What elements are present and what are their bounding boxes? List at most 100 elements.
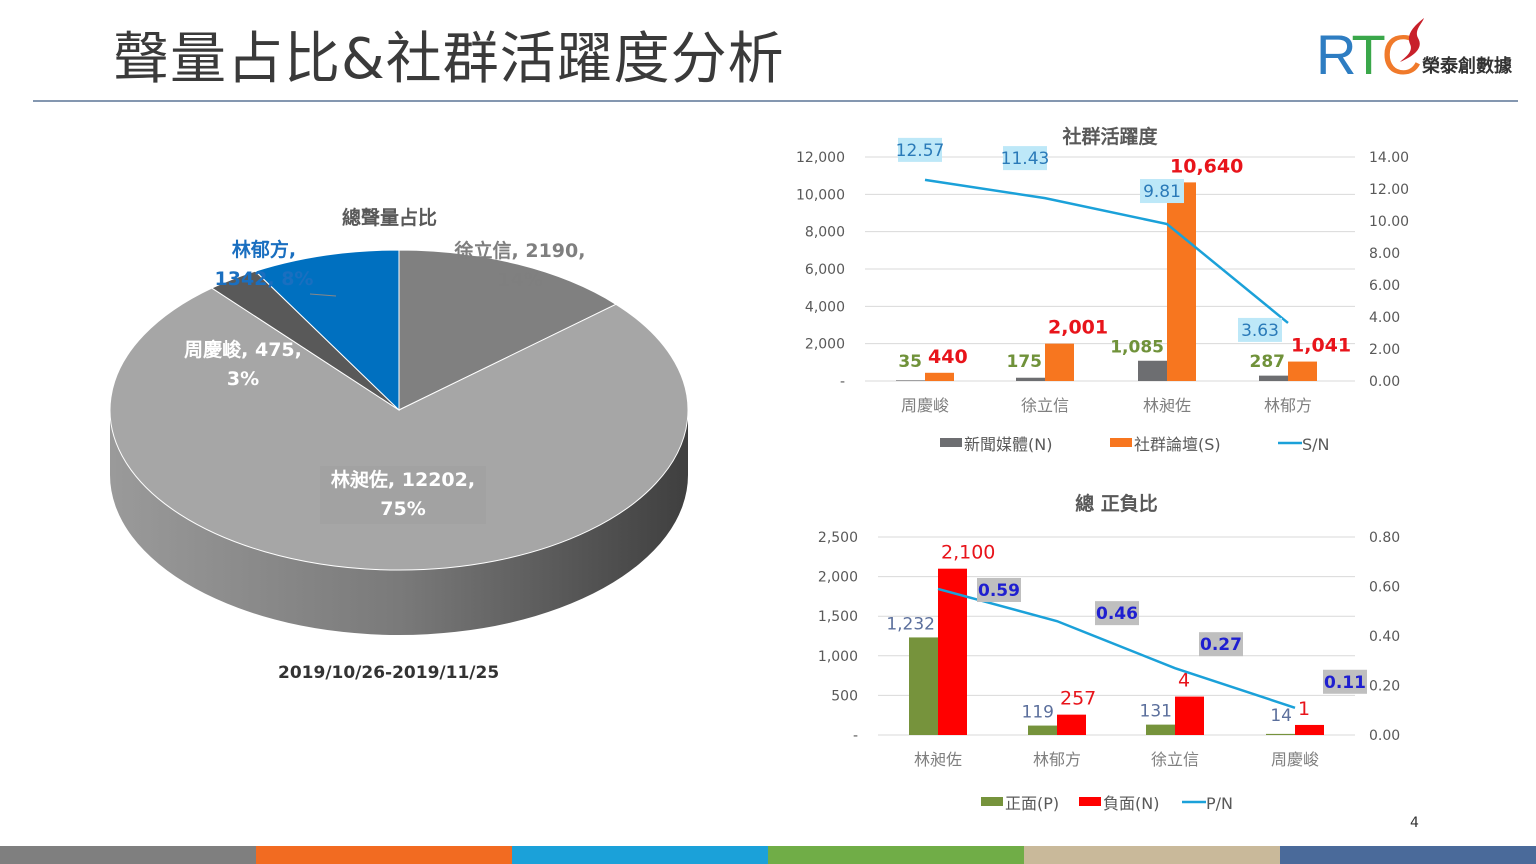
legend-label: 社群論壇(S) [1134, 435, 1221, 454]
legend-label: 新聞媒體(N) [964, 435, 1052, 454]
line-data-label: 0.27 [1200, 635, 1242, 655]
legend-swatch [1079, 797, 1101, 806]
bar-新聞媒體(N) [896, 380, 925, 381]
x-tick-label: 周慶峻 [901, 396, 949, 415]
x-tick-label: 徐立信 [1021, 396, 1069, 415]
line-label-box [1238, 317, 1282, 342]
x-tick-label: 林昶佐 [1143, 396, 1191, 415]
pie-label-line: 1342, 8% [214, 268, 314, 290]
bar-正面(P) [1146, 724, 1175, 735]
logo-flame-icon [1400, 18, 1424, 62]
data-label: 35 [898, 352, 922, 372]
pie-label-line: 3% [226, 368, 260, 390]
line-label-box [1323, 669, 1367, 694]
pie-label-line: 14% [497, 269, 543, 291]
bar-負面(N) [1175, 696, 1204, 735]
pie-label-line: 徐立信, 2190, [454, 240, 586, 262]
line-data-label: 0.59 [978, 581, 1020, 601]
data-label: 1,232 [886, 614, 935, 634]
bar-正面(P) [1266, 733, 1295, 735]
line-data-label: 3.63 [1241, 321, 1279, 341]
y-tick-label: 2,500 [818, 530, 858, 546]
y2-tick-label: 4.00 [1369, 310, 1400, 326]
x-tick-label: 徐立信 [1151, 750, 1199, 769]
y2-tick-label: 0.00 [1369, 728, 1400, 744]
bar-社群論壇(S) [1045, 343, 1074, 381]
data-label: 14 [1270, 706, 1292, 726]
footer-stripe [768, 846, 1024, 864]
y-tick-label: 2,000 [805, 337, 845, 353]
line-data-label: 0.46 [1096, 604, 1138, 624]
y-tick-label: 2,000 [818, 570, 858, 586]
pie-leader-line [309, 293, 337, 297]
data-label: 175 [1007, 352, 1043, 372]
y-tick-label: 10,000 [796, 187, 845, 203]
line-P/N [937, 587, 1296, 709]
data-label: 2,001 [1048, 317, 1108, 339]
line-data-label: 11.43 [1001, 149, 1050, 169]
y2-tick-label: 0.60 [1369, 580, 1400, 596]
x-tick-label: 周慶峻 [1271, 750, 1319, 769]
pie-slice-林昶佐 [109, 287, 689, 571]
legend-label: 負面(N) [1103, 794, 1159, 813]
legend-label: S/N [1302, 435, 1330, 454]
data-label: 257 [1060, 688, 1096, 710]
line-label-box [898, 137, 942, 162]
x-tick-label: 林郁方 [1033, 750, 1081, 769]
data-label: 119 [1022, 703, 1054, 723]
line-data-label: 12.57 [896, 141, 945, 161]
bar-新聞媒體(N) [1016, 377, 1045, 381]
line-label-box [1003, 146, 1047, 171]
data-label: 2,100 [941, 542, 995, 564]
bar-負面(N) [1295, 724, 1324, 735]
y-tick-label: - [853, 728, 858, 744]
line-label-box [1095, 601, 1139, 626]
slide-title: 聲量占比&社群活躍度分析 [113, 27, 785, 92]
line-label-box [1140, 179, 1184, 204]
footer-color-bar [0, 846, 1536, 864]
chart-title: 社群活躍度 [1061, 125, 1158, 148]
bar-新聞媒體(N) [1138, 360, 1167, 381]
pie-slice-徐立信 [398, 249, 617, 411]
data-label: 440 [928, 346, 968, 368]
pie-title: 總聲量占比 [342, 207, 438, 229]
y-tick-label: 8,000 [805, 225, 845, 241]
data-label: 10,640 [1170, 155, 1243, 177]
legend-label: P/N [1206, 794, 1233, 813]
bar-新聞媒體(N) [1259, 375, 1288, 381]
data-label: 287 [1250, 352, 1286, 372]
y2-tick-label: 0.80 [1369, 530, 1400, 546]
line-label-box [977, 577, 1021, 602]
footer-stripe [1280, 846, 1536, 864]
pie-label-line: 75% [380, 498, 426, 520]
line-label-box [1199, 632, 1243, 657]
footer-stripe [1024, 846, 1280, 864]
date-range: 2019/10/26-2019/11/25 [278, 663, 500, 683]
y2-tick-label: 6.00 [1369, 278, 1400, 294]
data-label: 1,085 [1110, 338, 1164, 358]
footer-stripe [512, 846, 768, 864]
bar-社群論壇(S) [1167, 182, 1196, 381]
y-tick-label: 500 [831, 688, 858, 704]
chart-title: 總 正負比 [1075, 492, 1158, 515]
bar-社群論壇(S) [1288, 361, 1317, 381]
bar-正面(P) [1028, 725, 1057, 735]
pie-label-line: 林昶佐, 12202, [330, 469, 476, 491]
y2-tick-label: 0.40 [1369, 629, 1400, 645]
x-tick-label: 林昶佐 [914, 750, 962, 769]
y-tick-label: 4,000 [805, 299, 845, 315]
y2-tick-label: 12.00 [1369, 182, 1409, 198]
footer-stripe [256, 846, 512, 864]
pie-label-lin-chang-tso: 林昶佐, 12202, 75% [320, 466, 486, 524]
line-data-label: 9.81 [1143, 182, 1181, 202]
legend-swatch [981, 797, 1003, 806]
line-data-label: 0.11 [1324, 673, 1366, 693]
bar-社群論壇(S) [925, 372, 954, 381]
y2-tick-label: 0.20 [1369, 679, 1400, 695]
y-tick-label: 12,000 [796, 150, 845, 166]
y2-tick-label: 0.00 [1369, 374, 1400, 390]
y2-tick-label: 10.00 [1369, 214, 1409, 230]
bar-負面(N) [1057, 714, 1086, 735]
pie-label-lin-yu-fang: 林郁方, 1342, 8% [212, 236, 316, 294]
